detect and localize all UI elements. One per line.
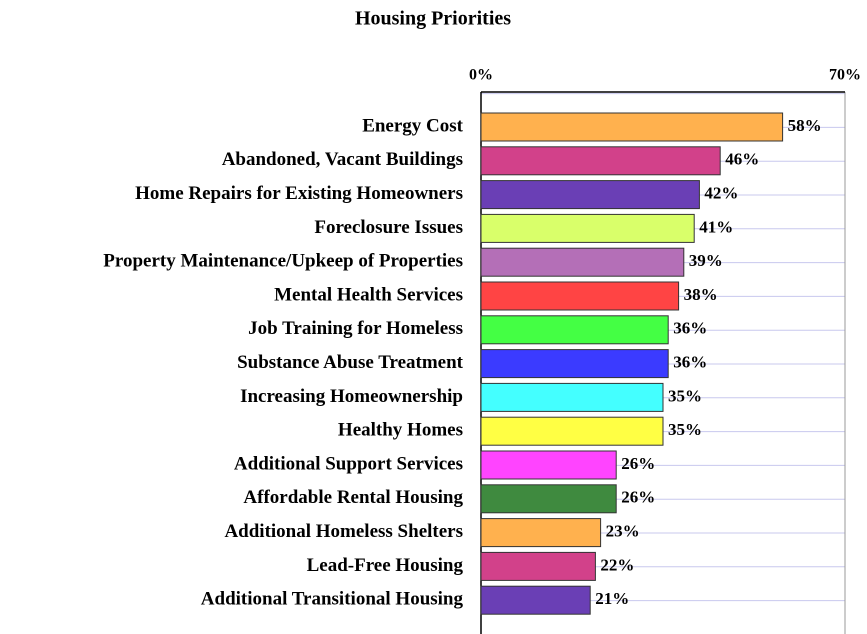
- data-label: 58%: [788, 116, 822, 135]
- y-tick-label: Abandoned, Vacant Buildings: [222, 149, 463, 170]
- bar: [480, 518, 602, 548]
- y-tick-label: Energy Cost: [362, 115, 463, 136]
- data-label: 41%: [699, 217, 733, 236]
- y-tick-label: Home Repairs for Existing Homeowners: [135, 183, 463, 204]
- y-tick-label: Job Training for Homeless: [248, 318, 463, 339]
- data-label: 22%: [600, 555, 634, 574]
- bar: [480, 112, 784, 142]
- bar: [480, 450, 617, 480]
- data-label: 23%: [606, 522, 640, 541]
- y-tick-label: Additional Support Services: [234, 453, 463, 474]
- x-tick-label: 0%: [469, 67, 493, 84]
- y-tick-label: Additional Transitional Housing: [201, 589, 464, 610]
- bar: [480, 315, 669, 345]
- bar: [480, 382, 664, 412]
- data-label: 35%: [668, 386, 702, 405]
- data-label: 42%: [704, 184, 738, 203]
- data-label: 46%: [725, 150, 759, 169]
- data-label: 36%: [673, 353, 707, 372]
- bar: [480, 585, 591, 615]
- bar: [480, 247, 685, 277]
- y-tick-label: Affordable Rental Housing: [243, 487, 463, 508]
- bar: [480, 281, 680, 311]
- data-label: 38%: [684, 285, 718, 304]
- y-tick-label: Additional Homeless Shelters: [224, 521, 463, 542]
- bar: [480, 213, 695, 243]
- y-tick-label: Healthy Homes: [338, 420, 463, 441]
- chart-title: Housing Priorities: [355, 8, 511, 30]
- bar: [480, 484, 617, 514]
- y-tick-label: Substance Abuse Treatment: [237, 352, 464, 373]
- bar: [480, 180, 700, 210]
- y-tick-label: Property Maintenance/Upkeep of Propertie…: [103, 251, 463, 272]
- bar: [480, 416, 664, 446]
- x-tick-label: 70%: [829, 67, 861, 84]
- bar: [480, 146, 721, 176]
- data-label: 26%: [621, 488, 655, 507]
- data-label: 36%: [673, 319, 707, 338]
- y-tick-label: Increasing Homeownership: [240, 386, 463, 407]
- data-label: 26%: [621, 454, 655, 473]
- y-tick-label: Mental Health Services: [274, 284, 463, 305]
- data-label: 35%: [668, 420, 702, 439]
- data-label: 21%: [595, 589, 629, 608]
- bar: [480, 349, 669, 379]
- y-tick-label: Foreclosure Issues: [314, 217, 463, 238]
- data-label: 39%: [689, 251, 723, 270]
- y-tick-label: Lead-Free Housing: [307, 555, 464, 576]
- bar: [480, 551, 596, 581]
